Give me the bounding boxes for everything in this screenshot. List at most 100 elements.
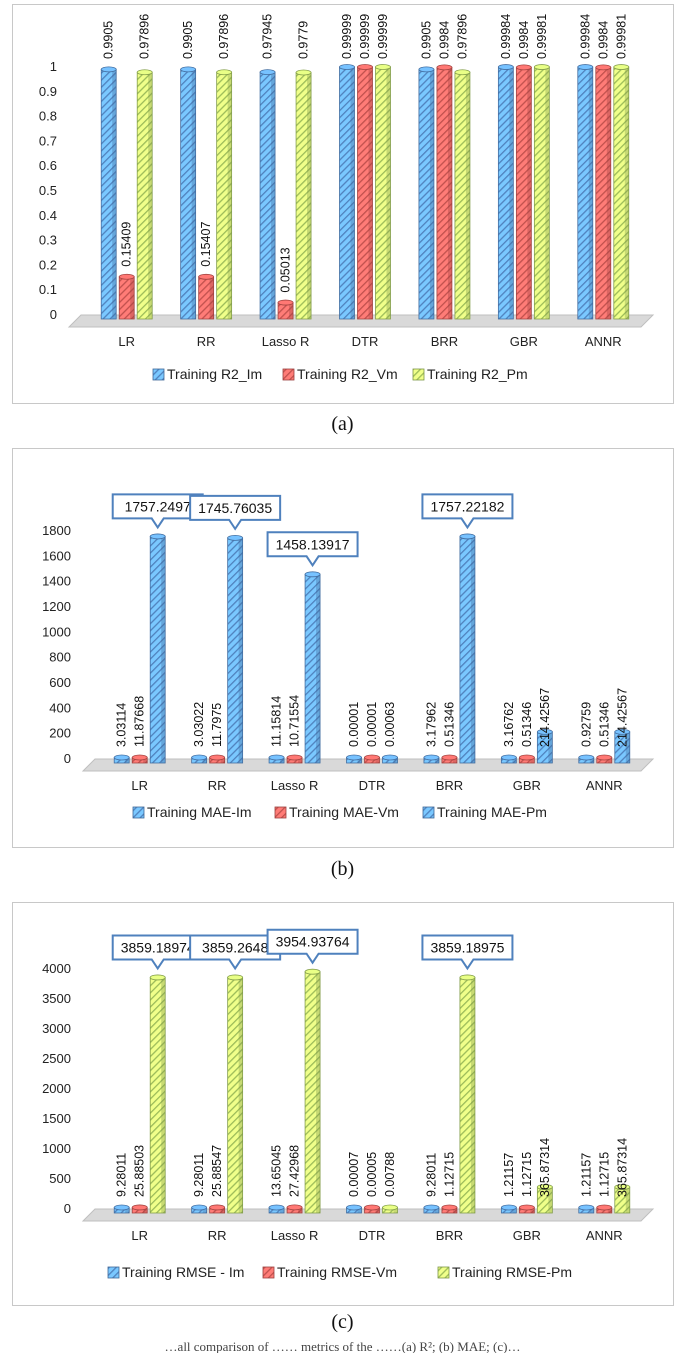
bar [357, 64, 373, 320]
y-tick-label: 2500 [42, 1051, 71, 1066]
data-label: 0.99999 [376, 14, 390, 59]
y-tick-label: 0.1 [39, 282, 57, 297]
data-label: 0.51346 [597, 702, 611, 747]
bar [515, 64, 532, 320]
bar [216, 69, 233, 320]
data-label: 0.00001 [347, 702, 361, 747]
data-label: 3859.2648 [202, 939, 268, 955]
y-tick-label: 0 [50, 307, 57, 322]
x-category-label: BRR [436, 1228, 463, 1243]
data-label: 3859.18975 [430, 939, 504, 955]
data-label: 13.65045 [270, 1145, 284, 1197]
x-category-label: LR [131, 1228, 148, 1243]
y-tick-label: 2000 [42, 1081, 71, 1096]
bar [209, 1204, 226, 1214]
caption-c: (c) [331, 1311, 354, 1333]
legend-swatch [274, 806, 287, 819]
legend-label: Training MAE-Vm [289, 804, 399, 820]
chart-panel-a: 0 0.1 0.2 0.3 0.4 0.5 0.6 0.7 0.8 0.9 1 LR 0.9905 0.1… [12, 4, 674, 404]
caption-b: (b) [330, 858, 355, 880]
x-category-label: DTR [359, 1228, 386, 1243]
y-tick-label: 400 [49, 700, 71, 715]
bar [227, 534, 244, 764]
legend-item: Training R2_Im [152, 366, 262, 382]
chart-panel-c: 0 500 1000 1500 2000 2500 3000 3500 4000 LR 9.2801… [12, 902, 674, 1306]
bar [180, 66, 197, 320]
data-label: 0.99984 [578, 14, 592, 59]
y-tick-label: 0 [64, 751, 71, 766]
y-tick-label: 3000 [42, 1021, 71, 1036]
legend-item: Training RMSE-Vm [262, 1264, 397, 1280]
x-category-label: RR [208, 1228, 227, 1243]
legend-swatch [412, 368, 425, 381]
caption-a: (a) [331, 413, 354, 435]
bar [286, 1204, 303, 1214]
data-label: 0.99999 [340, 14, 354, 59]
bar [118, 273, 135, 320]
y-tick-label: 1500 [42, 1111, 71, 1126]
bar [459, 974, 476, 1214]
bar [131, 754, 148, 764]
x-category-label: DTR [352, 334, 379, 349]
data-label: 3.03022 [192, 702, 206, 747]
bar [596, 754, 613, 764]
bar [441, 754, 458, 764]
x-category-label: ANNR [586, 778, 623, 793]
y-tick-label: 600 [49, 675, 71, 690]
bar [346, 754, 362, 764]
data-label: 0.9905 [181, 21, 195, 59]
legend-swatch [107, 1266, 120, 1279]
y-tick-label: 1400 [42, 574, 71, 589]
y-tick-label: 1200 [42, 599, 71, 614]
y-tick-label: 4000 [42, 961, 71, 976]
data-callout: 1458.13917 [266, 531, 359, 568]
bar [113, 1204, 130, 1214]
data-label: 1.12715 [597, 1152, 611, 1197]
x-category-label: RR [208, 778, 227, 793]
data-label: 0.05013 [279, 247, 293, 292]
data-label: 0.97896 [138, 14, 152, 59]
data-label: 0.97896 [455, 14, 469, 59]
data-label: 214.42567 [615, 688, 629, 747]
bar [418, 66, 435, 320]
y-tick-label: 0.4 [39, 208, 57, 223]
legend-label: Training MAE-Im [147, 804, 252, 820]
data-label: 0.51346 [520, 702, 534, 747]
x-category-label: BRR [431, 334, 458, 349]
data-label: 25.88547 [210, 1145, 224, 1197]
bar [614, 1184, 631, 1214]
bar [191, 754, 208, 764]
legend-swatch [152, 368, 165, 381]
legend-label: Training RMSE-Pm [452, 1264, 572, 1280]
data-callout: 1745.76035 [189, 494, 282, 531]
chart-b-svg: 0 200 400 600 800 1000 1200 1400 1600 1800 LR 3.031… [42, 493, 655, 820]
y-tick-label: 0.5 [39, 183, 57, 198]
y-tick-label: 800 [49, 650, 71, 665]
x-category-label: Lasso R [262, 334, 310, 349]
y-tick-label: 0.9 [39, 84, 57, 99]
legend: Training MAE-Im Training MAE-Vm Training M… [132, 804, 547, 820]
legend: Training R2_Im Training R2_Vm Training R2_… [152, 366, 528, 382]
data-label: 0.51346 [442, 702, 456, 747]
legend-label: Training R2_Im [167, 366, 262, 382]
y-tick-label: 1800 [42, 523, 71, 538]
bar [497, 64, 514, 320]
x-category-label: RR [197, 334, 216, 349]
data-label: 0.00001 [365, 702, 379, 747]
data-label: 1.12715 [442, 1152, 456, 1197]
figure-caption-fragment: …all comparison of …… metrics of the ……(… [164, 1339, 521, 1353]
bar [304, 571, 321, 764]
y-tick-label: 1 [50, 59, 57, 74]
y-tick-label: 0.7 [39, 133, 57, 148]
y-tick-label: 0.3 [39, 233, 57, 248]
data-label: 0.00005 [365, 1152, 379, 1197]
bar [268, 1204, 285, 1214]
data-label: 0.9984 [517, 21, 531, 59]
bar [364, 754, 380, 764]
y-tick-label: 0.8 [39, 109, 57, 124]
bar [375, 64, 391, 320]
data-label: 0.9905 [102, 21, 116, 59]
data-label: 0.9779 [297, 21, 311, 59]
bar [596, 1204, 613, 1214]
data-label: 1.21157 [579, 1153, 593, 1197]
